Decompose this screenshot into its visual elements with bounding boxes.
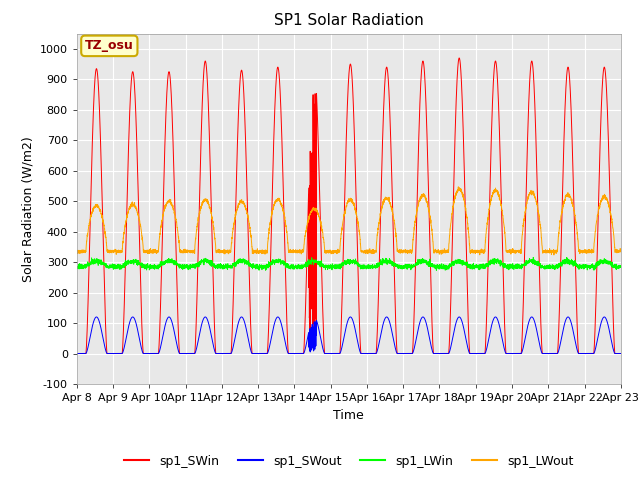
sp1_SWin — [171, 192, 179, 198]
sp1_SWin — [617, 351, 625, 357]
sp1_SWout — [329, 351, 337, 357]
sp1_LWin — [502, 263, 509, 268]
sp1_SWout — [616, 351, 624, 357]
sp1_SWout — [502, 350, 509, 356]
sp1_SWin — [73, 351, 81, 357]
sp1_SWin — [502, 345, 509, 350]
sp1_SWout — [171, 331, 179, 336]
sp1_LWout — [617, 249, 625, 254]
sp1_LWin — [529, 254, 537, 260]
sp1_LWout — [454, 184, 462, 190]
sp1_LWout — [550, 252, 557, 258]
sp1_LWout — [440, 248, 448, 253]
Title: SP1 Solar Radiation: SP1 Solar Radiation — [274, 13, 424, 28]
sp1_LWin — [441, 265, 449, 271]
sp1_SWin — [440, 351, 448, 357]
Line: sp1_LWout: sp1_LWout — [77, 187, 621, 255]
sp1_SWout — [93, 314, 100, 320]
sp1_SWout — [471, 351, 479, 357]
Y-axis label: Solar Radiation (W/m2): Solar Radiation (W/m2) — [21, 136, 34, 282]
sp1_LWout — [328, 249, 336, 254]
sp1_LWout — [471, 249, 479, 254]
Line: sp1_LWin: sp1_LWin — [77, 257, 621, 270]
sp1_SWin — [471, 351, 479, 357]
sp1_SWin — [616, 351, 624, 357]
sp1_SWin — [328, 351, 336, 357]
sp1_LWin — [328, 263, 336, 269]
sp1_LWin — [617, 264, 625, 270]
Line: sp1_SWout: sp1_SWout — [77, 317, 621, 354]
sp1_LWout — [171, 211, 179, 217]
sp1_LWin — [433, 267, 440, 273]
Line: sp1_SWin: sp1_SWin — [77, 58, 621, 354]
sp1_SWout — [617, 351, 625, 357]
sp1_LWout — [502, 239, 509, 245]
sp1_LWout — [616, 248, 624, 253]
sp1_LWin — [171, 259, 179, 265]
sp1_SWin — [455, 55, 463, 61]
sp1_LWin — [73, 264, 81, 270]
sp1_LWin — [616, 264, 624, 270]
Legend: sp1_SWin, sp1_SWout, sp1_LWin, sp1_LWout: sp1_SWin, sp1_SWout, sp1_LWin, sp1_LWout — [119, 450, 579, 473]
X-axis label: Time: Time — [333, 408, 364, 421]
sp1_SWout — [73, 351, 81, 357]
sp1_SWout — [441, 351, 449, 357]
sp1_LWout — [73, 250, 81, 255]
sp1_LWin — [471, 264, 479, 269]
Text: TZ_osu: TZ_osu — [85, 39, 134, 52]
